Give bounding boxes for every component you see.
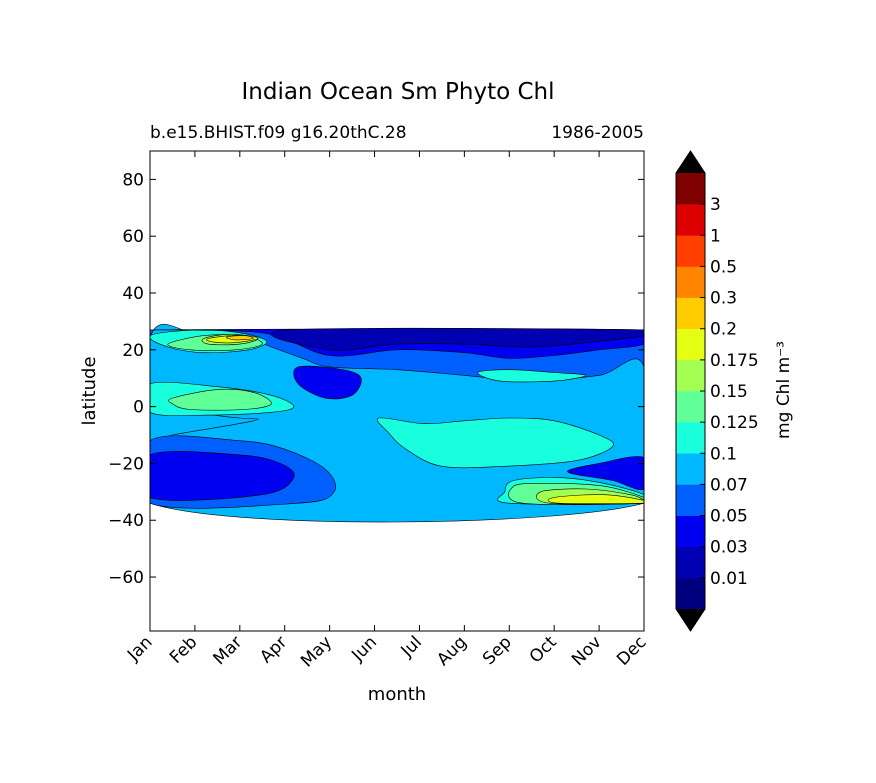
colorbar-segment: [676, 297, 705, 330]
colorbar-tick-label: 0.05: [710, 507, 748, 527]
colorbar-tick-label: 0.03: [710, 538, 748, 558]
colorbar-extend-under: [676, 609, 705, 631]
contour-region: [150, 451, 295, 501]
colorbar-segment: [676, 204, 705, 236]
colorbar-tick-label: 0.07: [710, 475, 748, 495]
y-tick-label: −20: [108, 454, 144, 474]
contour-region: [168, 388, 272, 411]
y-tick-label: 60: [122, 227, 144, 247]
contour-region: [270, 327, 644, 351]
colorbar-segment: [676, 359, 705, 392]
x-axis-label: month: [368, 684, 426, 705]
x-tick-label: Aug: [433, 632, 471, 670]
x-tick-label: Nov: [568, 632, 606, 670]
colorbar-label: mg Chl m⁻³: [774, 341, 794, 439]
colorbar-tick-label: 0.15: [710, 382, 748, 402]
colorbar-extend-over: [676, 151, 705, 173]
contour-region: [547, 494, 644, 505]
contour-region: [567, 456, 644, 491]
y-tick-label: −40: [108, 511, 144, 531]
y-tick-label: 20: [122, 341, 144, 361]
y-axis: 80 60 40 20 0 −20 −40 −60: [108, 170, 644, 588]
colorbar-segment: [676, 546, 705, 579]
colorbar-tick-label: 0.2: [710, 320, 737, 340]
chart-subtitle-left: b.e15.BHIST.f09 g16.20thC.28: [150, 123, 407, 143]
x-tick-label: Jul: [397, 632, 426, 661]
colorbar-segment: [676, 577, 705, 610]
colorbar-segment: [676, 515, 705, 548]
x-tick-label: Oct: [526, 632, 561, 667]
colorbar-tick-label: 1: [710, 226, 721, 246]
colorbar: 0.01 0.03 0.05 0.07 0.1 0.125 0.15 0.175 0.2 0.3 0…: [675, 150, 759, 632]
contour-region: [150, 410, 259, 443]
colorbar-segment: [676, 453, 705, 485]
contour-region: [477, 369, 586, 383]
y-axis-label: latitude: [79, 356, 100, 425]
colorbar-tick-label: 0.175: [710, 351, 759, 371]
colorbar-segment: [676, 266, 705, 298]
contour-region: [225, 335, 254, 341]
colorbar-segment: [676, 235, 705, 267]
chart-title: Indian Ocean Sm Phyto Chl: [241, 79, 554, 105]
x-tick-label: Jan: [123, 632, 156, 665]
x-tick-label: Mar: [210, 632, 247, 669]
contour-region: [293, 365, 362, 400]
colorbar-tick-label: 0.125: [710, 413, 759, 433]
colorbar-tick-label: 0.01: [710, 569, 748, 589]
x-tick-label: Dec: [613, 632, 650, 669]
x-tick-label: Feb: [166, 632, 201, 667]
contour-region: [376, 417, 614, 469]
colorbar-segment: [676, 484, 705, 516]
y-tick-label: −60: [108, 568, 144, 588]
colorbar-tick-label: 0.3: [710, 289, 737, 309]
y-tick-label: 40: [122, 284, 144, 304]
colorbar-tick-label: 0.1: [710, 444, 737, 464]
colorbar-tick-label: 3: [710, 195, 721, 215]
colorbar-segment: [676, 391, 705, 423]
colorbar-frame: [675, 150, 706, 632]
colorbar-segment: [676, 173, 705, 205]
y-tick-label: 80: [122, 170, 144, 190]
x-tick-label: Apr: [256, 632, 291, 667]
colorbar-segment: [676, 328, 705, 361]
plot-frame: [149, 150, 645, 632]
x-tick-label: Jun: [347, 632, 381, 666]
chart-subtitle-right: 1986-2005: [551, 123, 644, 143]
colorbar-segment: [676, 422, 705, 454]
x-tick-label: May: [297, 632, 336, 671]
x-tick-label: Sep: [479, 632, 516, 669]
y-tick-label: 0: [133, 398, 144, 418]
plot-area: [150, 324, 644, 523]
colorbar-tick-label: 0.5: [710, 257, 737, 277]
